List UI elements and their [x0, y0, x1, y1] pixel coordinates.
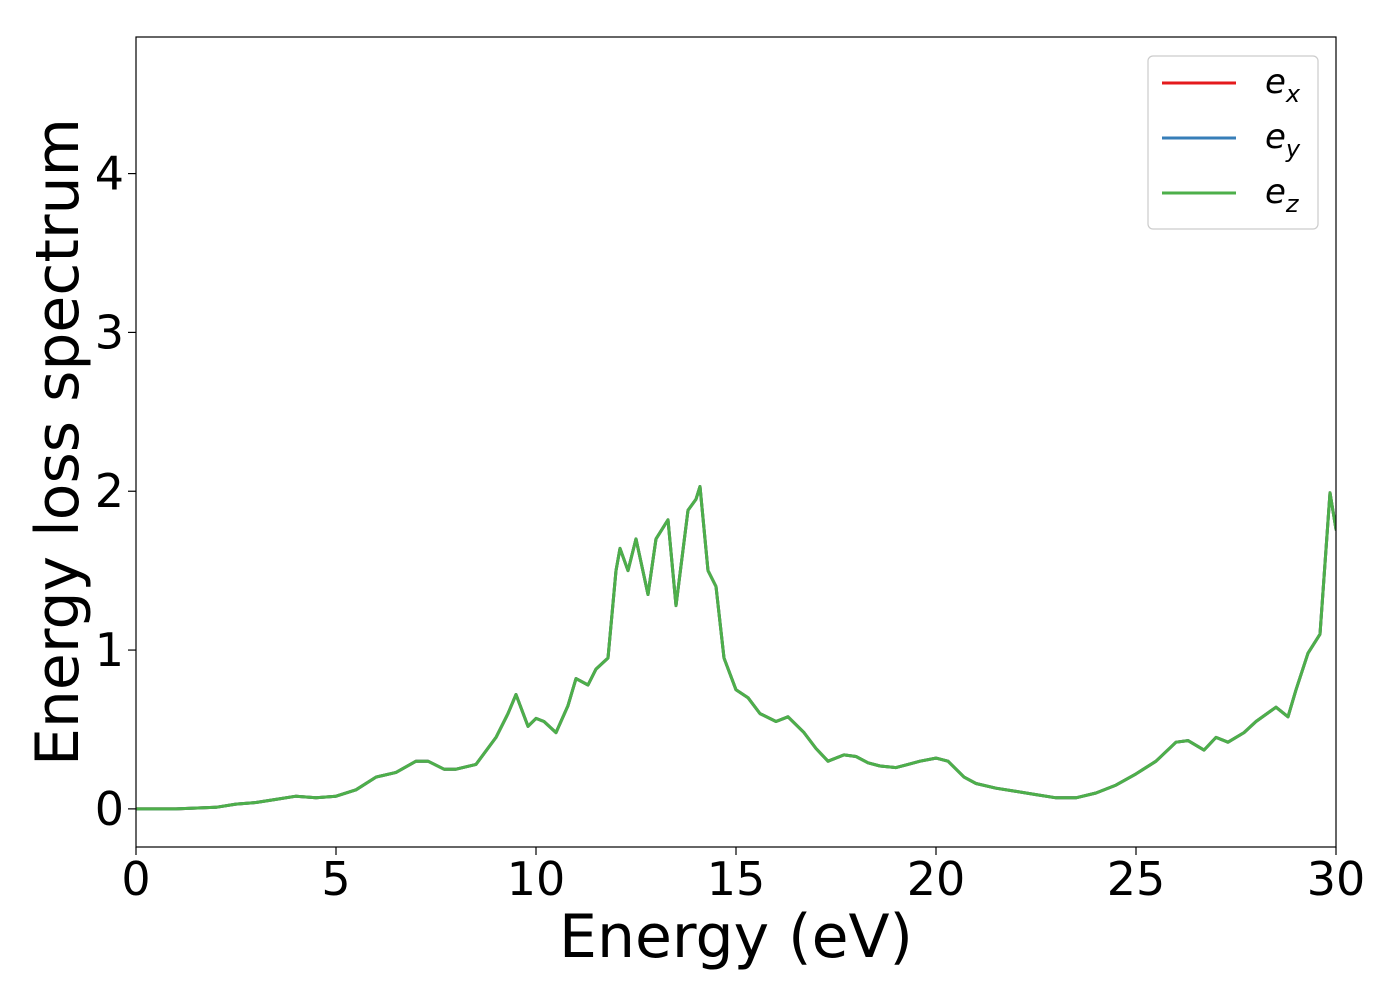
y-axis: 0 1 2 3 4 — [95, 147, 136, 836]
x-tick-label: 5 — [321, 852, 350, 906]
x-axis-title: Energy (eV) — [559, 902, 913, 972]
y-axis-title: Energy loss spectrum — [23, 118, 93, 766]
y-tick-label: 3 — [95, 305, 124, 359]
y-tick-label: 0 — [95, 782, 124, 836]
y-tick-label: 1 — [95, 623, 124, 677]
legend-box — [1147, 55, 1319, 230]
x-tick-label: 20 — [907, 852, 966, 906]
x-tick-label: 15 — [707, 852, 766, 906]
x-tick-label: 10 — [507, 852, 566, 906]
x-tick-label: 25 — [1107, 852, 1166, 906]
y-tick-label: 2 — [95, 464, 124, 518]
x-axis: 0 5 10 15 20 25 30 — [121, 847, 1365, 906]
x-tick-label: 30 — [1307, 852, 1366, 906]
series-line-z — [136, 485, 1336, 811]
y-tick-label: 4 — [95, 147, 124, 201]
series-layer — [136, 485, 1336, 811]
x-tick-label: 0 — [121, 852, 150, 906]
